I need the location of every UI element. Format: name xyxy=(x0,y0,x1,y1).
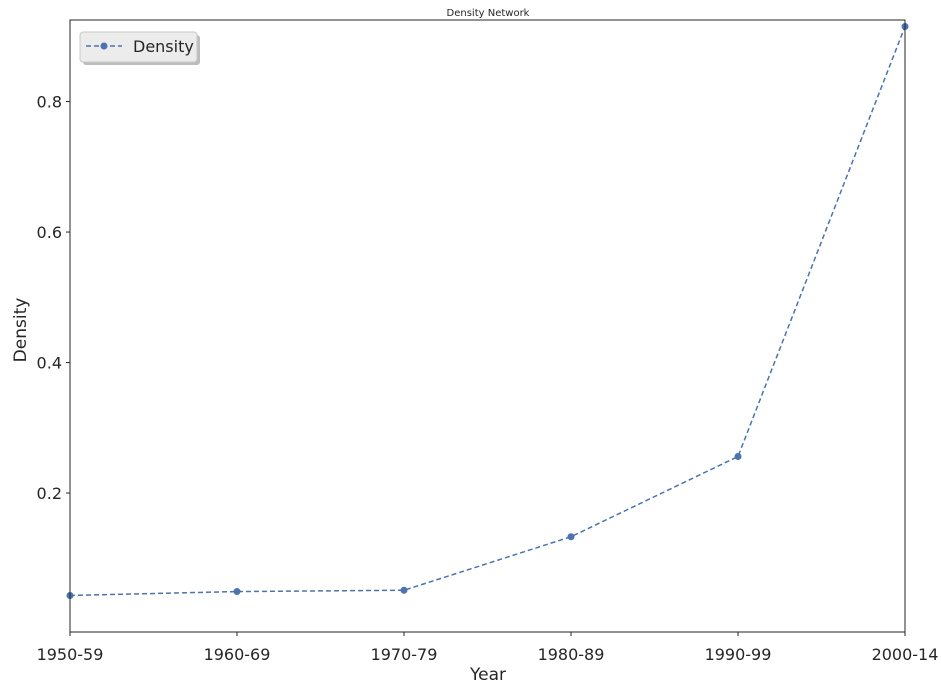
legend: Density xyxy=(79,31,200,65)
x-tick-label: 1960-69 xyxy=(204,645,271,664)
y-tick-label: 0.2 xyxy=(37,484,62,503)
y-tick-label: 0.6 xyxy=(37,223,62,242)
x-tick-label: 2000-14 xyxy=(872,645,939,664)
chart-title: Density Network xyxy=(447,8,530,19)
data-point xyxy=(567,533,575,541)
series-layer xyxy=(66,23,909,599)
legend-point-marker xyxy=(100,42,108,50)
y-tick-label: 0.4 xyxy=(37,354,62,373)
data-point xyxy=(400,586,408,594)
y-axis-label: Density xyxy=(11,298,31,363)
plot-frame xyxy=(69,19,906,633)
y-axis-ticks: 0.2 0.4 0.6 0.8 xyxy=(37,93,70,503)
x-tick-label: 1950-59 xyxy=(37,645,104,664)
x-axis-ticks: 1950-59 1960-69 1970-79 1980-89 1990-99 2000-… xyxy=(37,632,939,664)
x-axis-label: Year xyxy=(469,665,506,684)
data-point xyxy=(233,588,241,596)
x-tick-label: 1980-89 xyxy=(538,645,605,664)
x-tick-label: 1970-79 xyxy=(371,645,438,664)
legend-label: Density xyxy=(133,37,194,56)
x-tick-label: 1990-99 xyxy=(705,645,772,664)
y-tick-label: 0.8 xyxy=(37,93,62,112)
legend-box xyxy=(79,31,198,63)
data-point xyxy=(734,452,742,460)
series-line-density xyxy=(69,26,906,597)
